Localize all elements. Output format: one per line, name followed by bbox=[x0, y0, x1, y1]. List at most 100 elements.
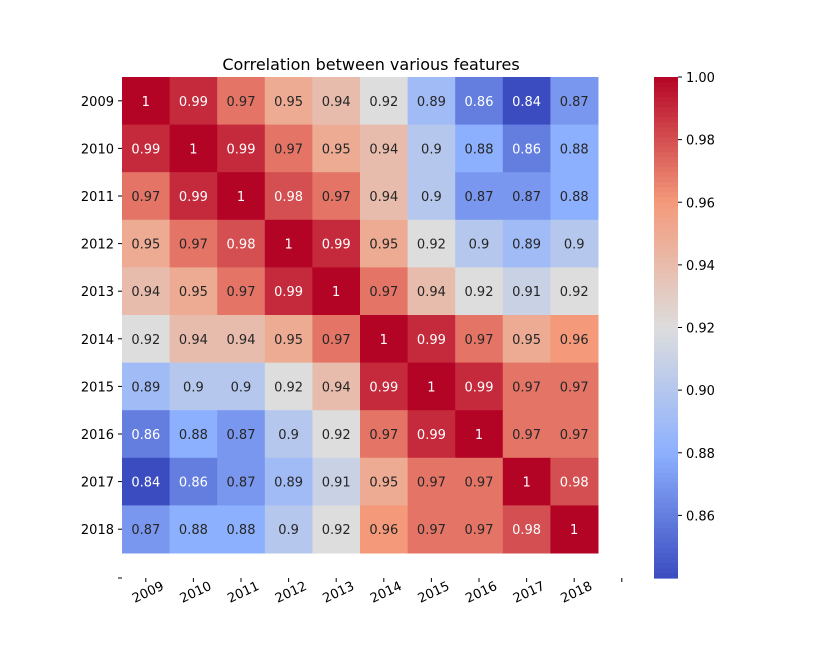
heatmap-cell bbox=[122, 505, 171, 554]
colorbar-segment bbox=[654, 297, 678, 304]
cell-value-label: 0.9 bbox=[278, 428, 299, 443]
heatmap-cell bbox=[312, 77, 361, 126]
colorbar-segment bbox=[654, 227, 678, 233]
colorbar-segment bbox=[654, 397, 678, 404]
cell-value-label: 0.9 bbox=[183, 380, 204, 395]
colorbar-segment bbox=[654, 332, 678, 339]
heatmap-cell bbox=[264, 457, 313, 506]
heatmap-cell bbox=[502, 124, 551, 173]
colorbar-segment bbox=[654, 207, 678, 213]
heatmap-cell bbox=[360, 505, 409, 554]
heatmap-cell bbox=[122, 315, 171, 364]
y-tick-label: 2013 bbox=[81, 285, 114, 300]
cell-value-label: 0.95 bbox=[322, 142, 351, 157]
heatmap-cell bbox=[312, 457, 361, 506]
cell-value-label: 0.9 bbox=[469, 238, 490, 253]
cell-value-label: 0.97 bbox=[560, 428, 589, 443]
heatmap-cell bbox=[312, 219, 361, 268]
colorbar-segment bbox=[654, 502, 678, 509]
colorbar-segment bbox=[654, 312, 678, 319]
cell-value-label: 0.92 bbox=[274, 380, 303, 395]
colorbar-segment bbox=[654, 382, 678, 389]
colorbar-segment bbox=[654, 162, 678, 168]
colorbar-segment bbox=[654, 472, 678, 479]
y-tick-label: 2009 bbox=[81, 95, 114, 110]
heatmap-cell bbox=[502, 505, 551, 554]
heatmap-cell bbox=[122, 457, 171, 506]
heatmap-cell bbox=[169, 505, 218, 554]
cell-value-label: 0.97 bbox=[465, 333, 494, 348]
cell-value-label: 0.97 bbox=[369, 285, 398, 300]
colorbar-segment bbox=[654, 192, 678, 198]
heatmap-cell bbox=[407, 219, 456, 268]
colorbar-segment bbox=[654, 127, 678, 133]
cell-value-label: 1 bbox=[237, 190, 245, 205]
x-tick-label: 2013 bbox=[321, 579, 357, 607]
cell-value-label: 0.9 bbox=[421, 190, 442, 205]
heatmap-cell bbox=[264, 410, 313, 459]
colorbar-segment bbox=[654, 262, 678, 268]
colorbar-segment bbox=[654, 342, 678, 349]
cell-value-label: 1 bbox=[380, 333, 388, 348]
cell-value-label: 0.97 bbox=[512, 428, 541, 443]
colorbar-segment bbox=[654, 252, 678, 258]
cell-value-label: 0.9 bbox=[421, 142, 442, 157]
colorbar-segment bbox=[654, 417, 678, 424]
cell-value-label: 0.88 bbox=[465, 142, 494, 157]
cell-value-label: 0.94 bbox=[369, 190, 398, 205]
cell-value-label: 0.97 bbox=[417, 476, 446, 491]
cell-value-label: 0.91 bbox=[512, 285, 541, 300]
colorbar-segment bbox=[654, 507, 678, 514]
cell-value-label: 0.98 bbox=[560, 476, 589, 491]
y-tick-label: 2015 bbox=[81, 380, 114, 395]
colorbar-tick-label: 0.86 bbox=[686, 509, 715, 524]
cell-value-label: 0.94 bbox=[131, 285, 160, 300]
cell-value-label: 0.94 bbox=[179, 333, 208, 348]
colorbar-segment bbox=[654, 532, 678, 539]
colorbar-segment bbox=[654, 242, 678, 248]
colorbar-segment bbox=[654, 452, 678, 459]
cell-value-label: 0.87 bbox=[465, 190, 494, 205]
colorbar-segment bbox=[654, 277, 678, 284]
cell-value-label: 0.99 bbox=[131, 142, 160, 157]
colorbar-segment bbox=[654, 402, 678, 409]
heatmap-cell bbox=[217, 124, 266, 173]
heatmap-cell bbox=[217, 172, 266, 221]
cell-value-label: 0.92 bbox=[560, 285, 589, 300]
heatmap-cell bbox=[407, 457, 456, 506]
colorbar-segment bbox=[654, 287, 678, 294]
heatmap-cell bbox=[169, 219, 218, 268]
cell-value-label: 0.9 bbox=[564, 238, 585, 253]
heatmap-cell bbox=[407, 267, 456, 316]
heatmap-cell bbox=[502, 410, 551, 459]
heatmap-cell bbox=[122, 77, 171, 126]
cell-value-label: 0.99 bbox=[227, 142, 256, 157]
colorbar-segment bbox=[654, 82, 678, 88]
cell-value-label: 0.86 bbox=[512, 142, 541, 157]
colorbar-tick-label: 1.00 bbox=[686, 71, 715, 86]
colorbar-segment bbox=[654, 237, 678, 243]
cell-value-label: 0.97 bbox=[560, 380, 589, 395]
colorbar-segment bbox=[654, 537, 678, 544]
heatmap-cell bbox=[502, 457, 551, 506]
cell-value-label: 0.99 bbox=[179, 190, 208, 205]
colorbar-segment bbox=[654, 522, 678, 529]
y-tick-label: 2011 bbox=[81, 190, 114, 205]
heatmap-cell bbox=[360, 410, 409, 459]
cell-value-label: 0.92 bbox=[465, 285, 494, 300]
colorbar-segment bbox=[654, 122, 678, 128]
colorbar-segment bbox=[654, 322, 678, 329]
cell-value-label: 0.95 bbox=[512, 333, 541, 348]
cell-value-label: 0.94 bbox=[417, 285, 446, 300]
cell-value-label: 0.91 bbox=[322, 476, 351, 491]
heatmap-cell bbox=[455, 219, 504, 268]
heatmap-cell bbox=[455, 77, 504, 126]
colorbar-segment bbox=[654, 247, 678, 253]
heatmap-cell bbox=[360, 219, 409, 268]
heatmap-cell bbox=[312, 315, 361, 364]
colorbar-segment bbox=[654, 112, 678, 118]
heatmap-cell bbox=[169, 315, 218, 364]
colorbar-segment bbox=[654, 422, 678, 429]
colorbar-segment bbox=[654, 182, 678, 188]
colorbar-segment bbox=[654, 157, 678, 163]
